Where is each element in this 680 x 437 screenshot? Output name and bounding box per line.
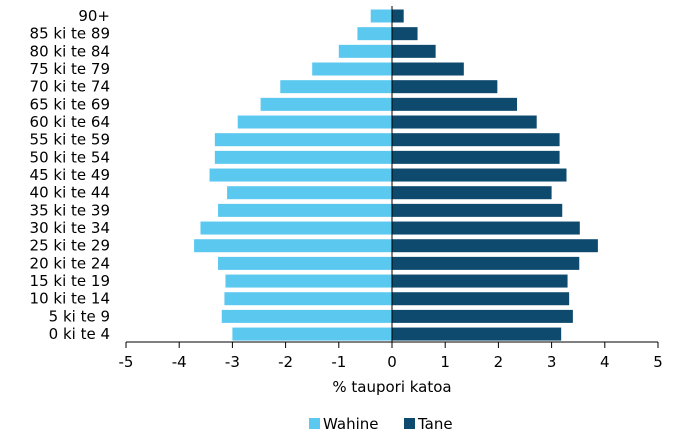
bar-wahine-14 — [280, 80, 392, 94]
bar-tane-18 — [392, 9, 404, 23]
x-tick-label: 3 — [547, 353, 557, 371]
bar-wahine-18 — [370, 9, 392, 23]
y-tick-label: 55 ki te 59 — [30, 131, 110, 149]
bar-tane-4 — [392, 256, 580, 270]
x-tick-label: 4 — [600, 353, 610, 371]
bar-tane-1 — [392, 309, 573, 323]
bar-wahine-4 — [218, 256, 392, 270]
bar-wahine-15 — [312, 62, 392, 76]
y-tick-label: 85 ki te 89 — [30, 25, 110, 43]
bar-wahine-5 — [194, 239, 392, 253]
y-tick-label: 75 ki te 79 — [30, 60, 110, 78]
bar-tane-5 — [392, 239, 598, 253]
x-tick-label: -2 — [278, 353, 293, 371]
y-tick-label: 10 ki te 14 — [30, 290, 110, 308]
y-tick-label: 50 ki te 54 — [30, 148, 110, 166]
y-tick-label: 60 ki te 64 — [30, 113, 110, 131]
y-tick-label: 35 ki te 39 — [30, 201, 110, 219]
bar-tane-8 — [392, 186, 552, 200]
bar-tane-13 — [392, 97, 518, 111]
x-tick-label: 0 — [387, 353, 397, 371]
y-tick-label: 90+ — [78, 7, 110, 25]
bar-tane-0 — [392, 327, 562, 341]
x-tick-label: 5 — [653, 353, 663, 371]
bar-wahine-12 — [237, 115, 392, 129]
bar-wahine-11 — [214, 133, 392, 147]
bars-layer — [194, 9, 598, 341]
bar-wahine-0 — [232, 327, 392, 341]
y-tick-label: 45 ki te 49 — [30, 166, 110, 184]
y-tick-label: 25 ki te 29 — [30, 237, 110, 255]
legend-swatch-tane — [404, 418, 415, 429]
bar-tane-6 — [392, 221, 580, 235]
x-tick-label: -5 — [119, 353, 134, 371]
y-tick-label: 70 ki te 74 — [30, 78, 110, 96]
legend-label-tane: Tane — [417, 415, 453, 433]
x-tick-label: 2 — [494, 353, 504, 371]
bar-tane-16 — [392, 44, 436, 58]
bar-wahine-9 — [209, 168, 392, 182]
bar-wahine-17 — [357, 27, 392, 41]
y-tick-label: 30 ki te 34 — [30, 219, 110, 237]
x-tick-label: -1 — [331, 353, 346, 371]
legend-label-wahine: Wahine — [323, 415, 378, 433]
bar-wahine-1 — [221, 309, 392, 323]
bar-tane-12 — [392, 115, 537, 129]
x-tick-label: -4 — [172, 353, 187, 371]
bar-tane-2 — [392, 292, 570, 306]
y-tick-label: 20 ki te 24 — [30, 254, 110, 272]
x-axis-title: % taupori katoa — [332, 378, 451, 396]
y-tick-label: 80 ki te 84 — [30, 42, 110, 60]
bar-tane-17 — [392, 27, 418, 41]
bar-wahine-6 — [200, 221, 392, 235]
bar-wahine-10 — [214, 150, 392, 164]
legend: Wahine Tane — [309, 415, 453, 433]
y-tick-label: 5 ki te 9 — [49, 307, 110, 325]
x-tick-label: -3 — [225, 353, 240, 371]
x-axis: -5 -4 -3 -2 -1 0 1 2 3 4 5 — [119, 6, 663, 371]
bar-wahine-7 — [218, 203, 392, 217]
legend-swatch-wahine — [309, 418, 320, 429]
bar-tane-7 — [392, 203, 563, 217]
bar-wahine-3 — [225, 274, 392, 288]
bar-tane-10 — [392, 150, 560, 164]
bar-wahine-16 — [338, 44, 392, 58]
bar-wahine-2 — [224, 292, 392, 306]
x-tick-label: 1 — [440, 353, 450, 371]
bar-wahine-13 — [260, 97, 392, 111]
bar-wahine-8 — [227, 186, 392, 200]
y-tick-label: 15 ki te 19 — [30, 272, 110, 290]
bar-tane-14 — [392, 80, 498, 94]
y-tick-label: 65 ki te 69 — [30, 95, 110, 113]
bar-tane-3 — [392, 274, 568, 288]
y-tick-label: 40 ki te 44 — [30, 184, 110, 202]
bar-tane-9 — [392, 168, 567, 182]
bar-tane-11 — [392, 133, 560, 147]
bar-tane-15 — [392, 62, 464, 76]
y-tick-label: 0 ki te 4 — [49, 325, 110, 343]
